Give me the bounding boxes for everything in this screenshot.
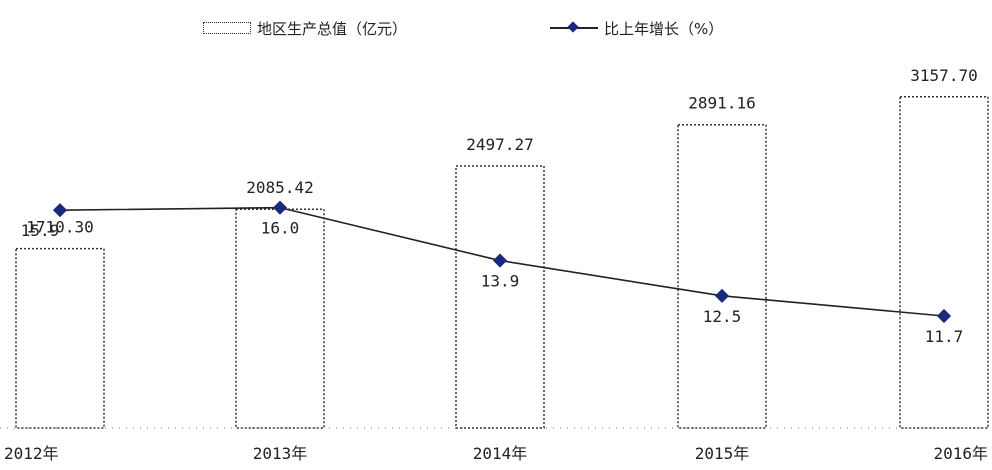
bar [15, 247, 105, 429]
bar [235, 208, 325, 429]
bar-value-label: 2085.42 [246, 178, 313, 197]
x-tick-label: 2014年 [473, 444, 528, 463]
growth-value-label: 15.9 [21, 221, 60, 240]
growth-marker [492, 253, 508, 268]
x-tick-label: 2015年 [695, 444, 750, 463]
growth-marker [936, 308, 952, 324]
growth-value-label: 12.5 [703, 307, 742, 326]
bar [455, 165, 545, 429]
legend-bar-swatch [203, 22, 251, 34]
growth-value-label: 13.9 [481, 272, 520, 291]
bar [899, 96, 989, 429]
bar-value-label: 2497.27 [466, 135, 533, 154]
bar [677, 123, 767, 429]
x-tick-label: 2016年 [933, 444, 988, 463]
bar-value-label: 1710.30 [26, 218, 93, 237]
growth-marker [52, 203, 68, 218]
legend-line-swatch [550, 21, 598, 34]
growth-marker [714, 288, 730, 303]
legend-label-gdp: 地区生产总值（亿元） [257, 19, 408, 38]
legend-item-gdp: 地区生产总值（亿元） [203, 14, 407, 42]
x-tick-label: 2013年 [253, 444, 308, 463]
bar-value-label: 3157.70 [910, 66, 977, 85]
legend: 地区生产总值（亿元） 比上年增长（%） [0, 14, 992, 42]
legend-item-growth: 比上年增长（%） [550, 14, 723, 42]
legend-label-growth: 比上年增长（%） [604, 19, 724, 38]
growth-value-label: 11.7 [925, 327, 964, 346]
growth-marker [272, 200, 288, 215]
x-tick-label: 2012年 [4, 444, 59, 463]
bar-value-label: 2891.16 [688, 94, 755, 113]
growth-value-label: 16.0 [261, 219, 300, 238]
